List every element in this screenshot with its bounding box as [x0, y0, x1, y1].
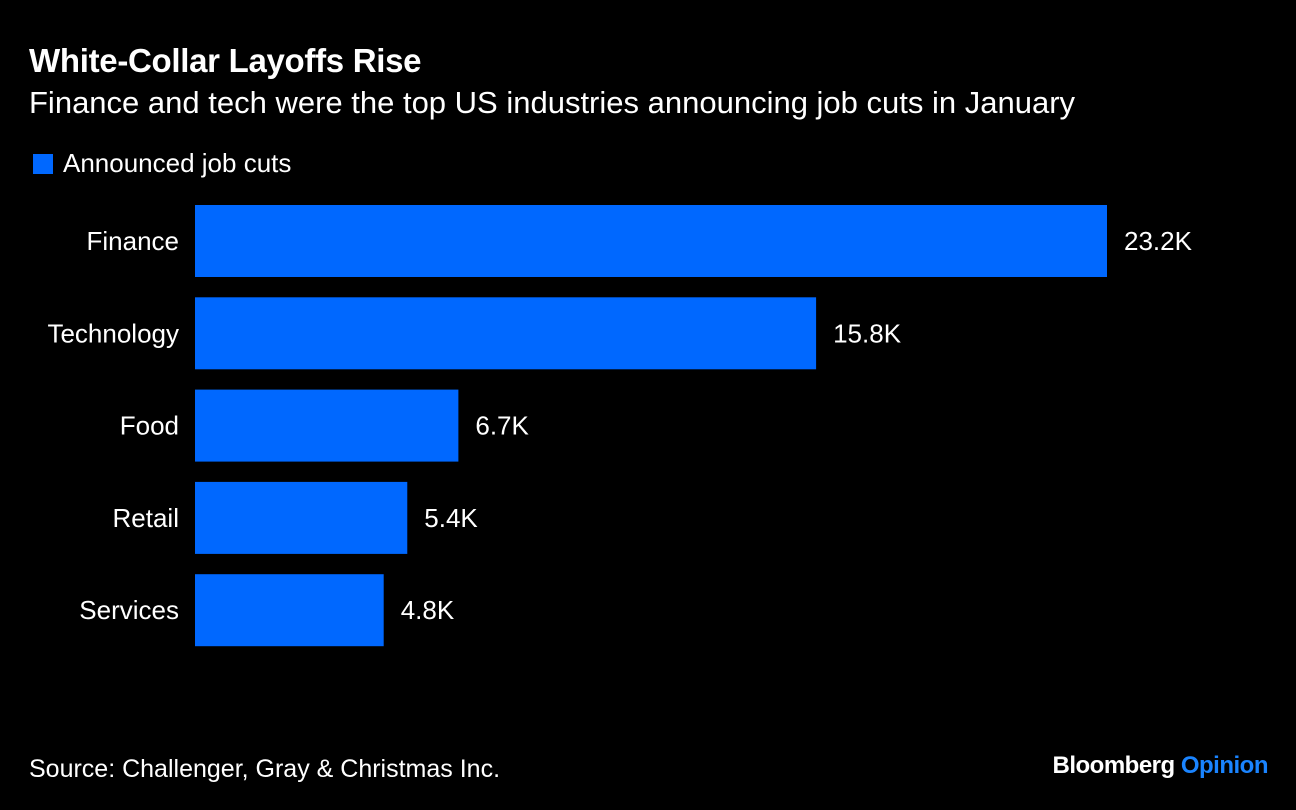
category-label: Technology: [47, 318, 179, 348]
bar-retail: [195, 481, 408, 554]
bar-finance: [195, 205, 1107, 277]
bar-technology: [195, 297, 817, 370]
chart-title: White-Collar Layoffs Rise: [29, 42, 422, 79]
logo-section: Opinion: [1180, 752, 1269, 779]
legend-label: Announced job cuts: [63, 148, 292, 178]
legend-swatch: [33, 153, 53, 174]
category-label: Food: [120, 411, 179, 441]
category-label: Finance: [87, 226, 180, 256]
bloomberg-opinion-logo: Bloomberg Opinion: [1053, 752, 1269, 780]
data-label: 23.2K: [1124, 226, 1193, 256]
category-label: Retail: [113, 503, 179, 533]
data-label: 15.8K: [833, 318, 902, 348]
bar-services: [195, 574, 384, 647]
data-label: 6.7K: [475, 411, 529, 441]
source-note: Source: Challenger, Gray & Christmas Inc…: [29, 755, 501, 783]
chart-subtitle: Finance and tech were the top US industr…: [29, 85, 1076, 120]
logo-brand: Bloomberg: [1052, 752, 1176, 779]
bar-food: [195, 389, 459, 462]
legend: Announced job cuts: [33, 148, 291, 179]
data-label: 4.8K: [401, 595, 455, 625]
data-label: 5.4K: [424, 503, 478, 533]
category-label: Services: [79, 595, 179, 625]
